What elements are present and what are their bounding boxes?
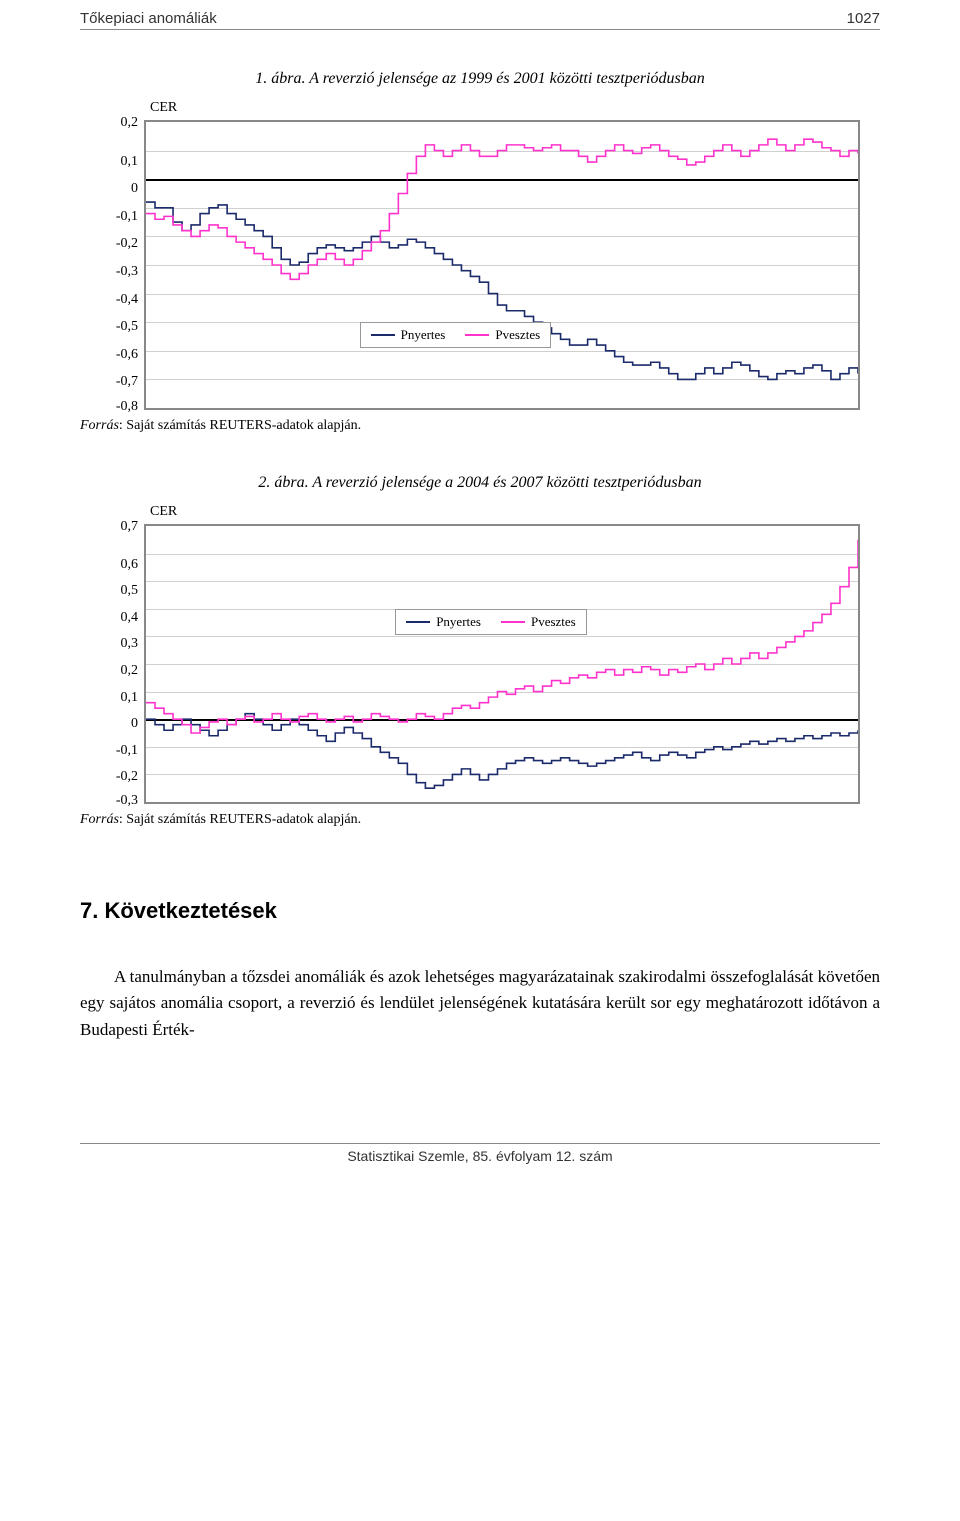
body-paragraph: A tanulmányban a tőzsdei anomáliák és az… [80,964,880,1043]
figure-1-title-rest: A reverzió jelensége az 1999 és 2001 köz… [306,70,705,87]
y-tick: 0,1 [121,155,139,169]
figure-1-title: 1. ábra. A reverzió jelensége az 1999 és… [100,70,860,88]
figure-1-y-axis: 0,20,10-0,1-0,2-0,3-0,4-0,5-0,6-0,7-0,8 [100,120,144,410]
figure-2-y-label: CER [150,504,860,520]
series-pvesztes [146,139,858,279]
y-tick: -0,5 [116,320,138,334]
legend-item: Pnyertes [371,327,446,343]
figure-2-plot: Pnyertes Pvesztes [144,524,860,804]
figure-2-title-rest: A reverzió jelensége a 2004 és 2007 közö… [309,474,702,491]
legend-item: Pvesztes [501,614,576,630]
y-tick: 0,6 [121,558,139,572]
source-text-1: : Saját számítás REUTERS-adatok alapján. [119,418,361,433]
figure-1: 1. ábra. A reverzió jelensége az 1999 és… [100,70,860,410]
figure-2: 2. ábra. A reverzió jelensége a 2004 és … [100,474,860,804]
y-tick: 0,7 [121,520,139,534]
figure-1-chart: 0,20,10-0,1-0,2-0,3-0,4-0,5-0,6-0,7-0,8 … [100,120,860,410]
figure-1-title-prefix: 1. ábra. [255,70,305,87]
y-tick: -0,3 [116,265,138,279]
chart-legend: Pnyertes Pvesztes [395,609,587,635]
figure-1-plot: Pnyertes Pvesztes [144,120,860,410]
legend-swatch [501,621,525,623]
legend-swatch [406,621,430,623]
y-tick: 0,2 [121,664,139,678]
legend-item: Pvesztes [465,327,540,343]
y-tick: -0,1 [116,744,138,758]
figure-2-title-prefix: 2. ábra. [258,474,308,491]
figure-2-y-axis: 0,70,60,50,40,30,20,10-0,1-0,2-0,3 [100,524,144,804]
legend-label: Pvesztes [495,327,540,343]
legend-label: Pnyertes [401,327,446,343]
y-tick: -0,7 [116,375,138,389]
y-tick: -0,2 [116,237,138,251]
figure-1-source: Forrás: Saját számítás REUTERS-adatok al… [80,418,880,434]
legend-swatch [371,334,395,336]
page-number: 1027 [847,10,880,27]
figure-2-chart: 0,70,60,50,40,30,20,10-0,1-0,2-0,3 Pnyer… [100,524,860,804]
y-tick: -0,1 [116,210,138,224]
series-pvesztes [146,540,858,733]
legend-item: Pnyertes [406,614,481,630]
page-header: Tőkepiaci anomáliák 1027 [80,0,880,30]
legend-swatch [465,334,489,336]
y-tick: -0,2 [116,770,138,784]
y-tick: 0,4 [121,611,139,625]
y-tick: 0 [131,182,138,196]
y-tick: 0,2 [121,116,139,130]
y-tick: -0,8 [116,400,138,414]
legend-label: Pvesztes [531,614,576,630]
source-label-1: Forrás [80,418,119,433]
figure-2-title: 2. ábra. A reverzió jelensége a 2004 és … [100,474,860,492]
y-tick: -0,4 [116,293,138,307]
series-pnyertes [146,714,858,789]
series-pnyertes [146,202,858,379]
source-text-2: : Saját számítás REUTERS-adatok alapján. [119,812,361,827]
figure-2-source: Forrás: Saját számítás REUTERS-adatok al… [80,812,880,828]
y-tick: 0,5 [121,584,139,598]
running-head-left: Tőkepiaci anomáliák [80,10,217,27]
source-label-2: Forrás [80,812,119,827]
chart-legend: Pnyertes Pvesztes [360,322,552,348]
page-footer: Statisztikai Szemle, 85. évfolyam 12. sz… [80,1143,880,1164]
y-tick: -0,6 [116,348,138,362]
section-heading: 7. Következtetések [80,898,880,924]
y-tick: 0 [131,717,138,731]
legend-label: Pnyertes [436,614,481,630]
y-tick: 0,3 [121,637,139,651]
y-tick: -0,3 [116,794,138,808]
figure-1-y-label: CER [150,100,860,116]
y-tick: 0,1 [121,691,139,705]
